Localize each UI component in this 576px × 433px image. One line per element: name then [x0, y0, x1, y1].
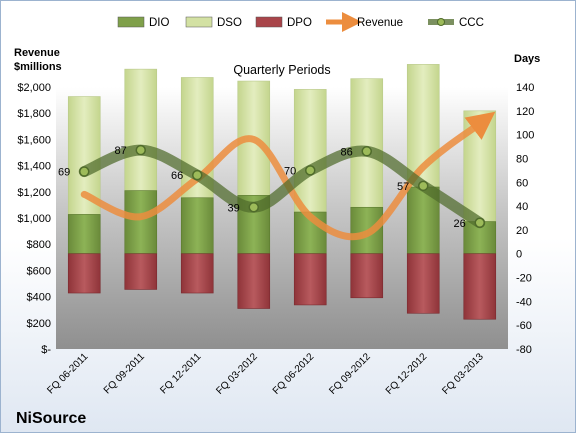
- left-axis-title-line2: $millions: [14, 61, 62, 73]
- left-tick-label: $1,600: [17, 134, 51, 146]
- category-label: FQ 03-2012: [214, 351, 260, 397]
- left-tick-label: $600: [27, 265, 51, 277]
- legend-swatch-dio: [117, 16, 145, 28]
- ccc-data-label: 86: [341, 146, 353, 158]
- ccc-point: [305, 165, 316, 176]
- right-tick-label: -60: [516, 320, 532, 332]
- ccc-data-label: 70: [284, 165, 296, 177]
- dpo-bar: [406, 253, 440, 314]
- right-tick-label: 100: [516, 130, 534, 142]
- left-axis: $- $200 $400 $600 $800 $1,000 $1,200 $1,400 $1,6…: [17, 82, 51, 356]
- dpo-bar: [350, 253, 384, 299]
- legend-label-ccc: CCC: [459, 17, 484, 29]
- ccc-point: [192, 169, 203, 181]
- legend-label-dio: DIO: [149, 17, 170, 29]
- ccc-point: [361, 146, 372, 157]
- right-tick-label: 140: [516, 82, 534, 94]
- left-tick-label: $1,800: [17, 108, 51, 120]
- category-label: FQ 06-2012: [271, 351, 317, 397]
- right-tick-label: 80: [516, 153, 528, 165]
- right-axis-title: Days: [514, 53, 540, 65]
- ccc-data-label: 69: [58, 167, 70, 179]
- dso-bar: [293, 89, 327, 213]
- dpo-bar: [67, 253, 101, 294]
- right-tick-label: 40: [516, 201, 528, 213]
- category-label: FQ 09-2012: [327, 351, 373, 397]
- left-tick-label: $800: [27, 239, 51, 251]
- right-tick-label: -80: [516, 344, 532, 356]
- dpo-bar: [180, 253, 214, 294]
- left-tick-label: $1,000: [17, 213, 51, 225]
- left-tick-label: $2,000: [17, 82, 51, 94]
- dio-bar: [67, 214, 101, 255]
- ccc-series: 69 87 66 39 70 86 57 26: [58, 144, 486, 230]
- right-tick-label: 120: [516, 106, 534, 118]
- ccc-point: [474, 217, 485, 229]
- left-axis-title-line1: Revenue: [14, 47, 60, 59]
- ccc-point: [135, 144, 146, 156]
- right-tick-label: 0: [516, 249, 522, 261]
- chart-title: Quarterly Periods: [233, 63, 330, 77]
- ccc-data-label: 26: [454, 218, 466, 230]
- category-label: FQ 12-2011: [158, 351, 203, 396]
- legend-swatch-dpo: [255, 16, 283, 28]
- ccc-data-label: 57: [397, 181, 409, 193]
- dpo-bar: [293, 253, 327, 306]
- legend-label-dso: DSO: [217, 17, 242, 29]
- ccc-point: [248, 202, 259, 213]
- ccc-data-label: 39: [228, 202, 240, 214]
- legend-label-dpo: DPO: [287, 17, 312, 29]
- legend-marker-ccc: [437, 18, 445, 26]
- category-label: FQ 12-2012: [384, 351, 430, 397]
- legend-label-revenue: Revenue: [357, 17, 403, 29]
- ccc-data-label: 87: [115, 145, 127, 157]
- right-tick-label: -20: [516, 273, 532, 285]
- ccc-point: [418, 180, 429, 192]
- category-axis: FQ 06-2011 FQ 09-2011 FQ 12-2011 FQ 03-2012…: [45, 351, 486, 397]
- dpo-bar: [463, 253, 497, 320]
- left-tick-label: $1,400: [17, 161, 51, 173]
- legend-swatch-dso: [185, 16, 213, 28]
- chart-legend: DIO DSO DPO Revenue CCC: [117, 12, 484, 32]
- dio-bar: [180, 197, 214, 255]
- right-tick-label: 20: [516, 225, 528, 237]
- dpo-bar: [237, 253, 271, 309]
- dso-bar: [350, 78, 384, 208]
- category-label: FQ 03-2013: [440, 351, 486, 397]
- right-axis: -80 -60 -40 -20 0 20 40 60 80 100 120 140: [516, 82, 534, 356]
- dpo-bar: [124, 253, 158, 290]
- ccc-point: [79, 166, 90, 177]
- left-tick-label: $200: [27, 318, 51, 330]
- category-label: FQ 09-2011: [102, 351, 147, 396]
- ccc-data-label: 66: [171, 170, 183, 182]
- left-tick-label: $-: [41, 344, 51, 356]
- category-label: FQ 06-2011: [45, 351, 90, 396]
- left-tick-label: $1,200: [17, 187, 51, 199]
- right-tick-label: 60: [516, 177, 528, 189]
- right-tick-label: -40: [516, 296, 532, 308]
- dso-bar: [124, 68, 158, 191]
- left-tick-label: $400: [27, 292, 51, 304]
- company-name: NiSource: [16, 410, 86, 427]
- dio-bar: [124, 190, 158, 255]
